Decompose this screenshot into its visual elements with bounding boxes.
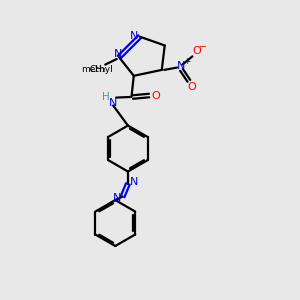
Text: N: N: [112, 193, 121, 203]
Text: H: H: [102, 92, 110, 102]
Text: N: N: [130, 31, 139, 41]
Text: methyl: methyl: [98, 68, 103, 69]
Text: O: O: [192, 46, 201, 56]
Text: O: O: [188, 82, 196, 92]
Text: N: N: [109, 98, 117, 108]
Text: +: +: [183, 57, 190, 66]
Text: N: N: [177, 61, 185, 71]
Text: O: O: [152, 91, 161, 100]
Text: N: N: [130, 177, 138, 188]
Text: −: −: [199, 42, 207, 52]
Text: methyl: methyl: [81, 65, 113, 74]
Text: N: N: [113, 49, 122, 59]
Text: CH₃: CH₃: [89, 65, 106, 74]
